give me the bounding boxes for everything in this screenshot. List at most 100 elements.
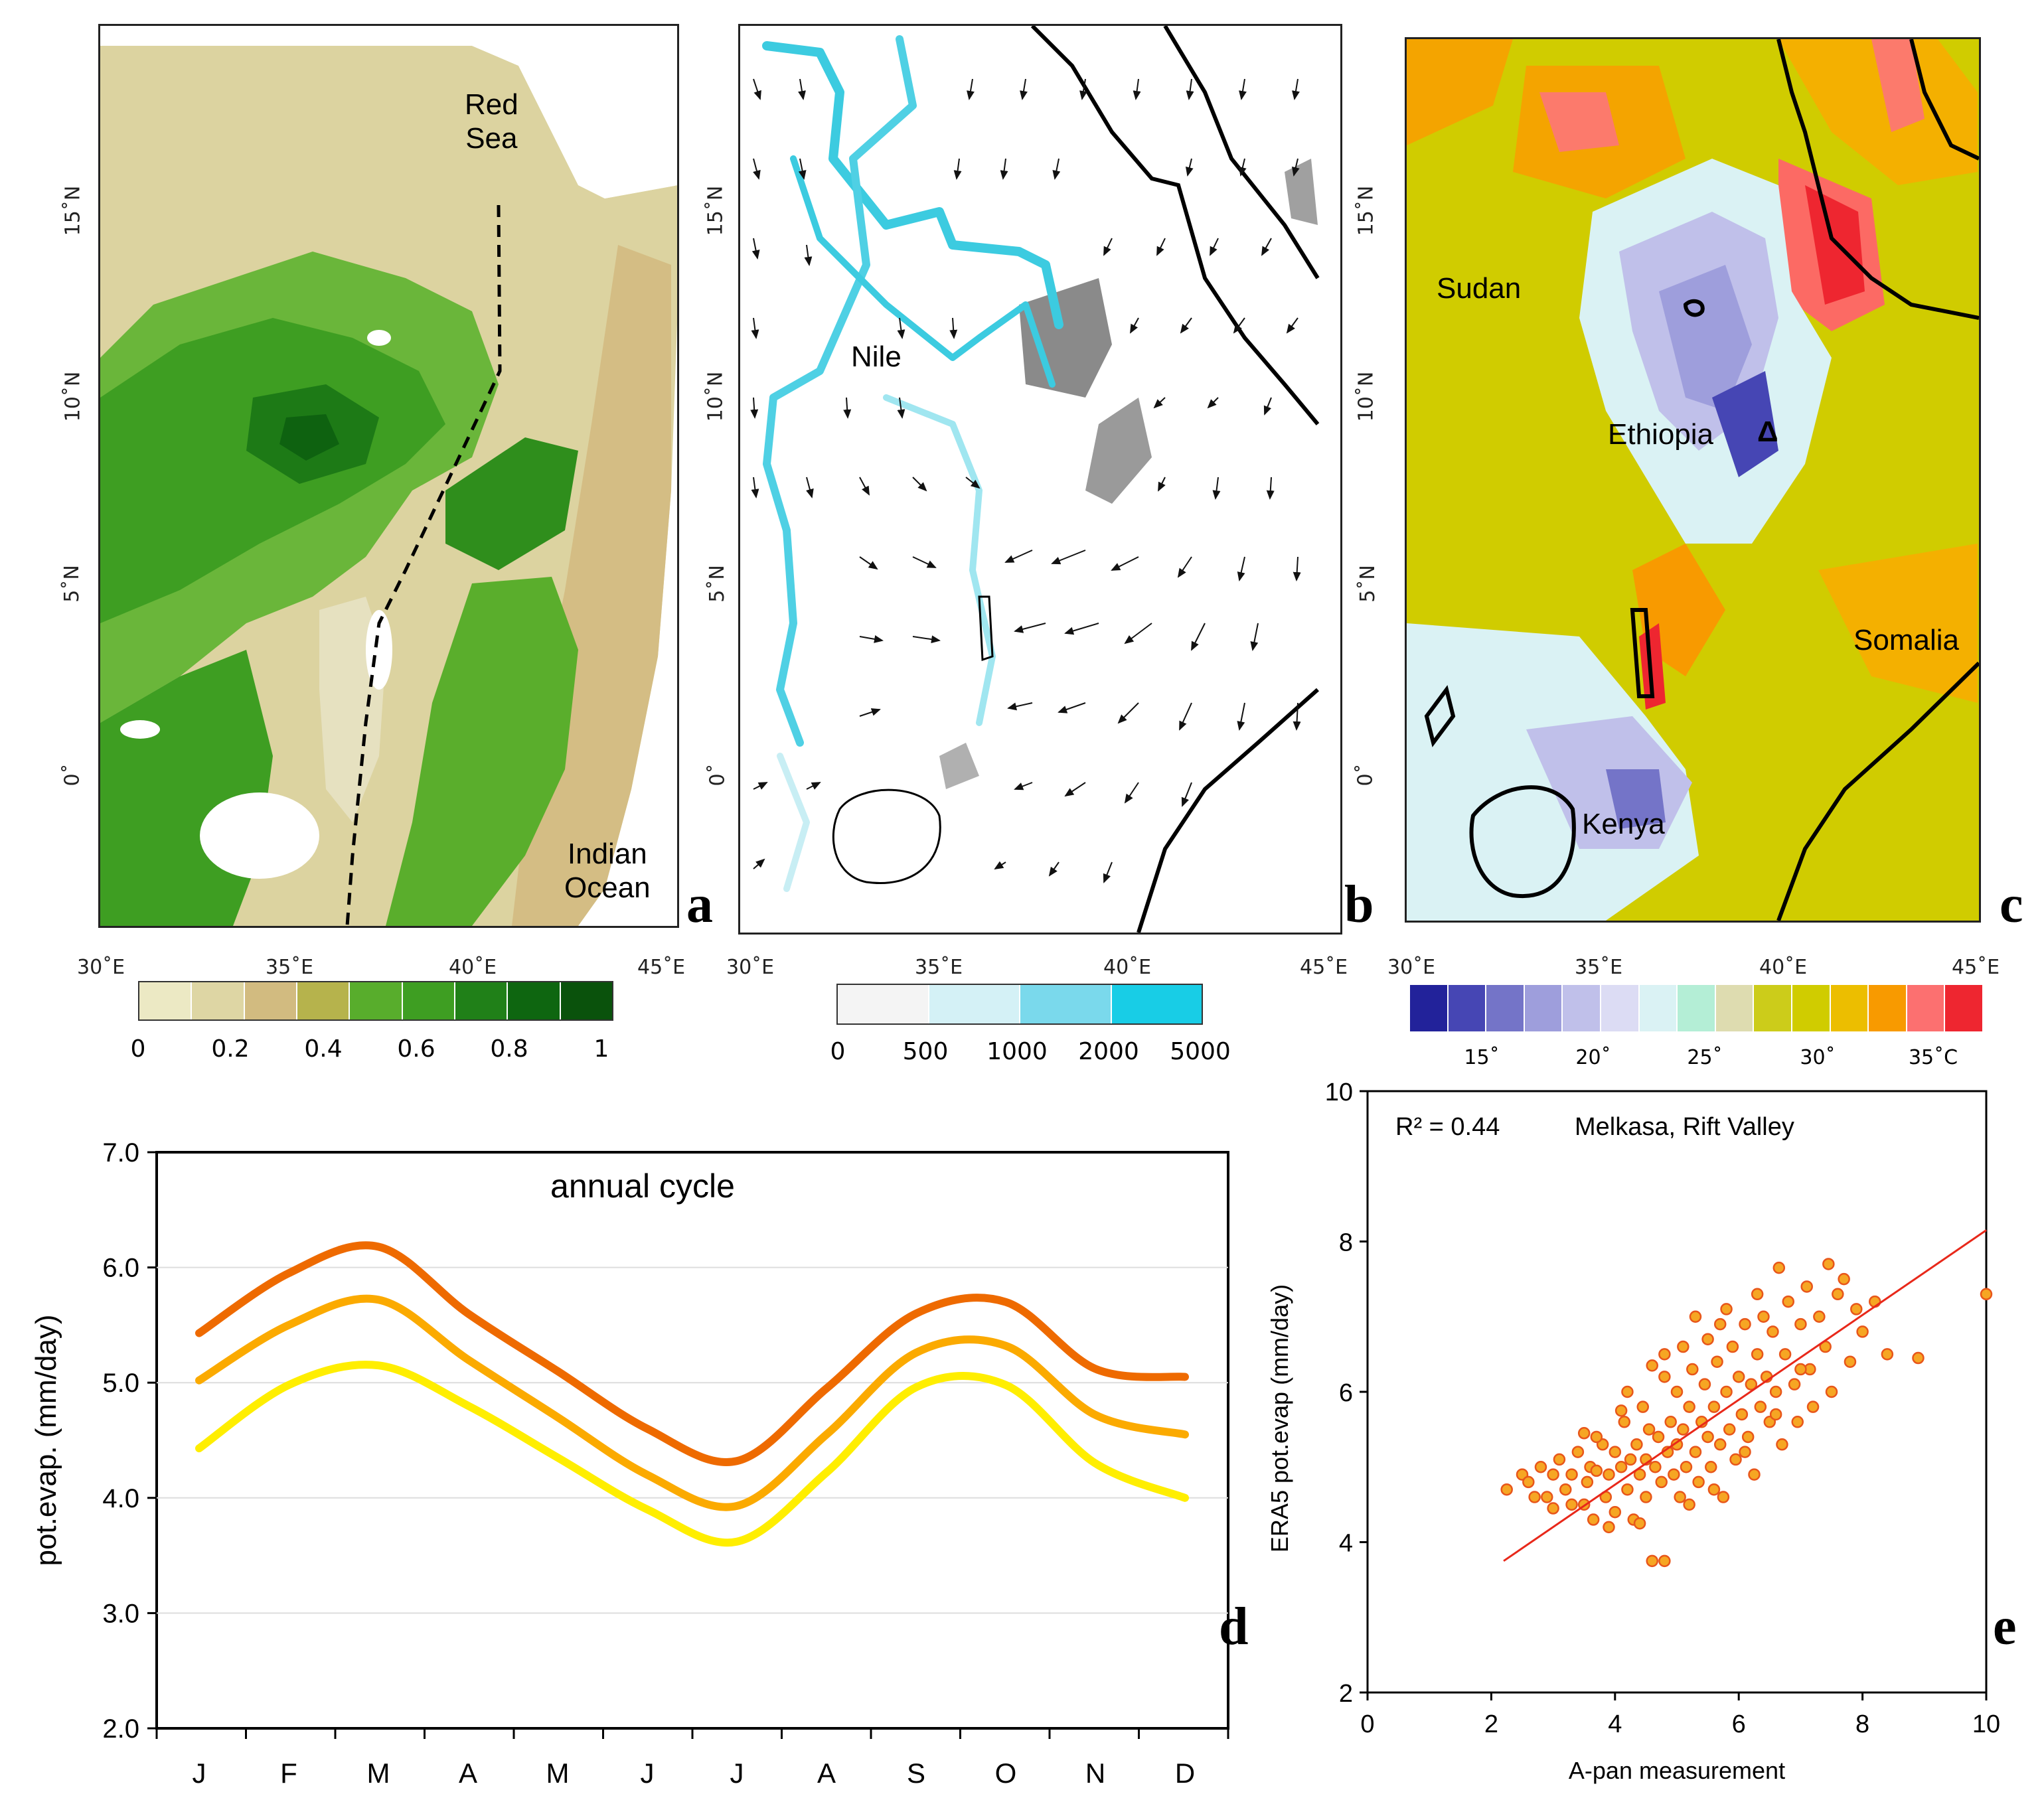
legend-c-swatch <box>1601 985 1640 1031</box>
scatter-point <box>1707 1400 1721 1413</box>
x-tick-label: N <box>1085 1758 1105 1789</box>
scatter-point <box>1683 1498 1695 1511</box>
scatter-point <box>1609 1505 1622 1519</box>
x-tick-label: A <box>459 1758 477 1789</box>
legend-c-swatch <box>1486 985 1525 1031</box>
legend-c-swatch <box>1792 985 1831 1031</box>
x-tick-label: O <box>995 1758 1017 1789</box>
scatter-point <box>1553 1453 1566 1466</box>
scatter-point <box>1791 1416 1804 1428</box>
scatter-point <box>1717 1491 1730 1503</box>
scatter-point <box>1713 1438 1727 1451</box>
lat-tick: 5˚N <box>705 565 729 603</box>
map-panel-a <box>98 24 679 928</box>
scatter-point <box>1664 1416 1677 1428</box>
scatter-point <box>1603 1468 1615 1481</box>
scatter-point <box>1912 1351 1925 1365</box>
legend-a-tick: 1 <box>593 1035 609 1063</box>
map-panel-c <box>1405 37 1981 923</box>
legend-c-swatch <box>1907 985 1946 1031</box>
legend-b-swatch <box>1111 985 1202 1023</box>
scatter-point <box>1649 1461 1662 1473</box>
scatter-point <box>1590 1430 1603 1444</box>
x-tick-label: M <box>367 1758 390 1789</box>
scatter-point <box>1621 1483 1634 1496</box>
scatter-point <box>1633 1468 1646 1481</box>
scatter-point <box>1670 1438 1684 1451</box>
legend-a-tick: 0.2 <box>211 1035 250 1063</box>
legend-b-tick: 1000 <box>986 1038 1048 1065</box>
scatter-point <box>1980 1288 1993 1301</box>
scatter-point <box>1609 1446 1622 1458</box>
scatter-point <box>1500 1483 1513 1496</box>
scatter-point <box>1825 1385 1838 1398</box>
scatter-point <box>1729 1453 1742 1466</box>
scatter-point <box>1701 1333 1714 1345</box>
y-tick-label: 7.0 <box>102 1138 139 1167</box>
river-wind-map <box>750 26 1320 933</box>
y-tick-label: 5.0 <box>102 1369 139 1398</box>
kenya-label: Kenya <box>1582 808 1665 840</box>
indian-ocean-label: Indian Ocean <box>564 838 651 904</box>
vegetation-map <box>100 46 677 926</box>
legend-b-tick: 500 <box>902 1038 949 1065</box>
scatter-point <box>1590 1464 1603 1477</box>
lat-tick: 10˚N <box>61 371 85 422</box>
lat-tick: 10˚N <box>704 371 728 422</box>
scatter-point <box>1735 1408 1749 1421</box>
scatter-point <box>1677 1340 1690 1353</box>
scatter-point <box>1618 1416 1631 1428</box>
scatter-point <box>1751 1288 1764 1301</box>
scatter-point <box>1559 1483 1572 1496</box>
legend-b-tick: 5000 <box>1170 1038 1231 1065</box>
lon-tick: 45˚E <box>1300 956 1348 979</box>
panel-letter-b: b <box>1344 875 1374 934</box>
scatter-point <box>1658 1554 1671 1568</box>
scatter-point <box>1856 1325 1869 1338</box>
series-line-lower <box>195 1361 1189 1547</box>
scatter-point <box>1757 1310 1770 1323</box>
x-tick-label: J <box>641 1758 655 1789</box>
scatter-point <box>1705 1461 1717 1473</box>
legend-c-tick: 35˚C <box>1908 1046 1958 1069</box>
scatter-point <box>1748 1468 1761 1481</box>
y-axis-label: ERA5 pot.evap (mm/day) <box>1266 1284 1293 1552</box>
scatter-point <box>1751 1348 1764 1361</box>
somalia-label: Somalia <box>1853 624 1959 656</box>
scatter-point <box>1614 1461 1628 1473</box>
legend-a-swatch <box>402 982 455 1019</box>
panel-letter-e: e <box>1993 1598 2017 1656</box>
series-line-middle <box>195 1294 1189 1511</box>
sudan-label: Sudan <box>1437 272 1522 305</box>
scatter-point <box>1658 1371 1671 1383</box>
scatter-point <box>1636 1400 1649 1413</box>
x-tick-label: S <box>907 1758 925 1789</box>
scatter-point <box>1794 1363 1807 1376</box>
scatter-point <box>1701 1430 1714 1444</box>
legend-c-tick: 25˚ <box>1687 1046 1723 1069</box>
x-tick-label: 4 <box>1608 1710 1622 1738</box>
lat-tick: 5˚N <box>60 565 84 603</box>
legend-c-tick: 15˚ <box>1464 1046 1500 1069</box>
y-tick-label: 4.0 <box>102 1484 139 1513</box>
legend-a <box>138 981 613 1021</box>
legend-c-swatch <box>1639 985 1678 1031</box>
y-tick-label: 4 <box>1339 1530 1353 1558</box>
scatter-point <box>1769 1408 1782 1421</box>
legend-c-swatch <box>1410 985 1449 1031</box>
legend-c-swatch <box>1448 985 1487 1031</box>
legend-a-swatch <box>139 982 193 1019</box>
lon-tick: 30˚E <box>726 956 775 979</box>
map-panel-b <box>738 24 1342 935</box>
x-tick-label: M <box>546 1758 570 1789</box>
legend-a-swatch <box>297 982 351 1019</box>
scatter-point <box>1674 1491 1686 1503</box>
scatter-point <box>1739 1446 1751 1458</box>
legend-c-swatch <box>1754 985 1792 1031</box>
scatter-point <box>1794 1317 1807 1331</box>
r-squared-annotation: R² = 0.44 <box>1395 1113 1500 1141</box>
scatter-point <box>1832 1288 1844 1301</box>
legend-a-swatch <box>192 982 245 1019</box>
lat-tick: 15˚N <box>704 185 728 236</box>
legend-c-swatch <box>1830 985 1869 1031</box>
